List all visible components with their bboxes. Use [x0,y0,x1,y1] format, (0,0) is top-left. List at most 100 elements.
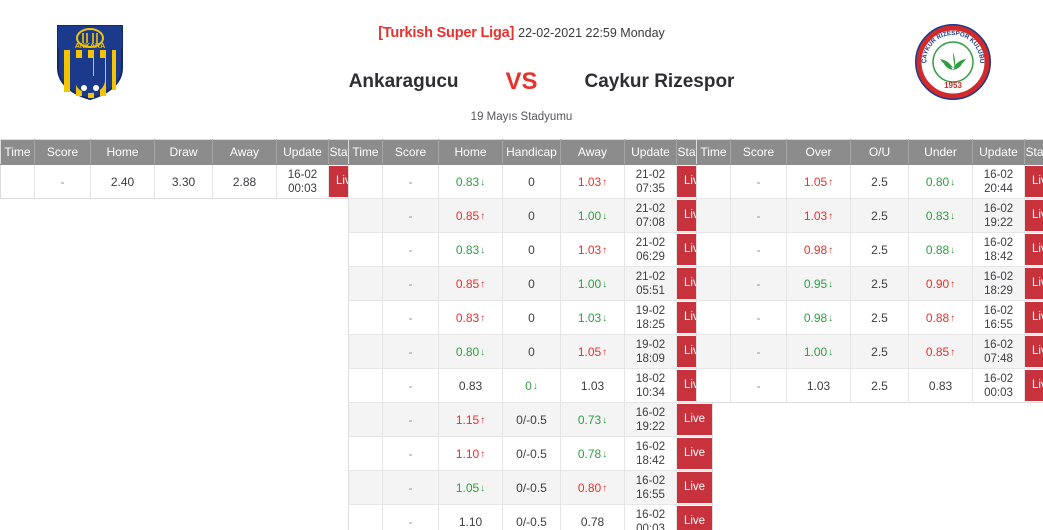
cell-odd-3[interactable]: 0.80↑ [560,470,625,505]
cell-odd-1[interactable]: 1.05↓ [438,470,503,505]
table-row[interactable]: -0.85↑ 0 1.00↓ 21-02 07:08 Live [348,198,713,233]
cell-odd-2[interactable]: 0 [502,232,561,267]
col-score[interactable]: Score [730,139,787,165]
cell-odd-2[interactable]: 0↓ [502,368,561,403]
table-row[interactable]: -0.85↑ 0 1.00↓ 21-02 05:51 Live [348,266,713,301]
cell-odd-2[interactable]: 2.5 [850,164,909,199]
cell-odd-3[interactable]: 0.88↑ [908,300,973,335]
cell-odd-3[interactable]: 0.83↓ [908,198,973,233]
table-row[interactable]: -0.83↓ 0 1.03↑ 21-02 07:35 Live [348,164,713,199]
col-update[interactable]: Update [276,139,329,165]
cell-odd-2[interactable]: 2.5 [850,300,909,335]
away-team-name[interactable]: Caykur Rizespor [584,71,735,92]
cell-odd-2[interactable]: 0 [502,300,561,335]
cell-odd-1[interactable]: 1.10 [438,504,503,530]
cell-odd-2[interactable]: 0/-0.5 [502,436,561,471]
cell-odd-3[interactable]: 1.03↑ [560,232,625,267]
cell-odd-1[interactable]: 0.83↑ [438,300,503,335]
table-row[interactable]: -0.83↑ 0 1.03↓ 19-02 18:25 Live [348,300,713,335]
cell-odd-2[interactable]: 3.30 [154,164,213,199]
cell-odd-2[interactable]: 0/-0.5 [502,402,561,437]
col-handicap[interactable]: Handicap [502,139,561,165]
cell-odd-3[interactable]: 1.03↓ [560,300,625,335]
cell-odd-2[interactable]: 0 [502,334,561,369]
cell-odd-1[interactable]: 1.05↑ [786,164,851,199]
cell-odd-3[interactable]: 1.00↓ [560,198,625,233]
col-time[interactable]: Time [696,139,731,165]
cell-odd-3[interactable]: 1.03↑ [560,164,625,199]
cell-score: - [382,300,439,335]
col-status[interactable]: Status [1024,139,1043,165]
col-update[interactable]: Update [624,139,677,165]
cell-odd-3[interactable]: 0.90↑ [908,266,973,301]
cell-odd-3[interactable]: 1.05↑ [560,334,625,369]
col-away[interactable]: Away [212,139,277,165]
cell-odd-3[interactable]: 0.78 [560,504,625,530]
cell-odd-3[interactable]: 0.73↓ [560,402,625,437]
cell-odd-2[interactable]: 0 [502,164,561,199]
cell-odd-2[interactable]: 0/-0.5 [502,504,561,530]
cell-odd-2[interactable]: 2.5 [850,368,909,403]
cell-odd-2[interactable]: 0 [502,266,561,301]
col-ou[interactable]: O/U [850,139,909,165]
cell-odd-1[interactable]: 2.40 [90,164,155,199]
cell-odd-1[interactable]: 0.80↓ [438,334,503,369]
cell-odd-1[interactable]: 1.00↓ [786,334,851,369]
cell-time [696,300,731,335]
col-home[interactable]: Home [90,139,155,165]
table-row[interactable]: -1.15↑ 0/-0.5 0.73↓ 16-02 19:22 Live [348,402,713,437]
home-team-name[interactable]: Ankaragucu [348,71,459,92]
col-score[interactable]: Score [34,139,91,165]
col-over[interactable]: Over [786,139,851,165]
table-row[interactable]: -2.40 3.30 2.88 16-02 00:03 Live [0,164,365,199]
table-row[interactable]: -0.83↓ 0 1.03↑ 21-02 06:29 Live [348,232,713,267]
cell-odd-1[interactable]: 0.95↓ [786,266,851,301]
cell-odd-2[interactable]: 0/-0.5 [502,470,561,505]
col-time[interactable]: Time [348,139,383,165]
cell-odd-3[interactable]: 0.88↓ [908,232,973,267]
cell-odd-2[interactable]: 0 [502,198,561,233]
cell-odd-3[interactable]: 2.88 [212,164,277,199]
cell-odd-1[interactable]: 0.98↑ [786,232,851,267]
cell-odd-3[interactable]: 0.83 [908,368,973,403]
cell-odd-1[interactable]: 0.85↑ [438,266,503,301]
cell-odd-3[interactable]: 0.78↓ [560,436,625,471]
table-row[interactable]: -0.83 0↓ 1.03 18-02 10:34 Live [348,368,713,403]
cell-odd-2[interactable]: 2.5 [850,198,909,233]
cell-odd-2[interactable]: 2.5 [850,232,909,267]
table-row[interactable]: -0.80↓ 0 1.05↑ 19-02 18:09 Live [348,334,713,369]
cell-odd-1[interactable]: 0.83↓ [438,164,503,199]
cell-odd-2[interactable]: 2.5 [850,266,909,301]
col-score[interactable]: Score [382,139,439,165]
table-row[interactable]: -1.05↓ 0/-0.5 0.80↑ 16-02 16:55 Live [348,470,713,505]
col-under[interactable]: Under [908,139,973,165]
col-time[interactable]: Time [0,139,35,165]
cell-odd-2[interactable]: 2.5 [850,334,909,369]
cell-odd-1[interactable]: 0.98↓ [786,300,851,335]
cell-odd-1[interactable]: 1.03 [786,368,851,403]
cell-odd-1[interactable]: 1.15↑ [438,402,503,437]
cell-odd-1[interactable]: 0.83↓ [438,232,503,267]
table-row[interactable]: -1.10 0/-0.5 0.78 16-02 00:03 Live [348,504,713,530]
cell-odd-1[interactable]: 0.83 [438,368,503,403]
col-draw[interactable]: Draw [154,139,213,165]
col-away[interactable]: Away [560,139,625,165]
cell-odd-3[interactable]: 0.80↓ [908,164,973,199]
table-row[interactable]: -1.10↑ 0/-0.5 0.78↓ 16-02 18:42 Live [348,436,713,471]
cell-odd-3[interactable]: 1.00↓ [560,266,625,301]
cell-odd-3[interactable]: 1.03 [560,368,625,403]
cell-odd-1[interactable]: 0.85↑ [438,198,503,233]
col-update[interactable]: Update [972,139,1025,165]
cell-odd-3[interactable]: 0.85↑ [908,334,973,369]
cell-odd-1[interactable]: 1.03↑ [786,198,851,233]
handicap-odds-table: Time Score Home Handicap Away Update Sta… [348,139,713,530]
col-home[interactable]: Home [438,139,503,165]
cell-odd-1[interactable]: 1.10↑ [438,436,503,471]
